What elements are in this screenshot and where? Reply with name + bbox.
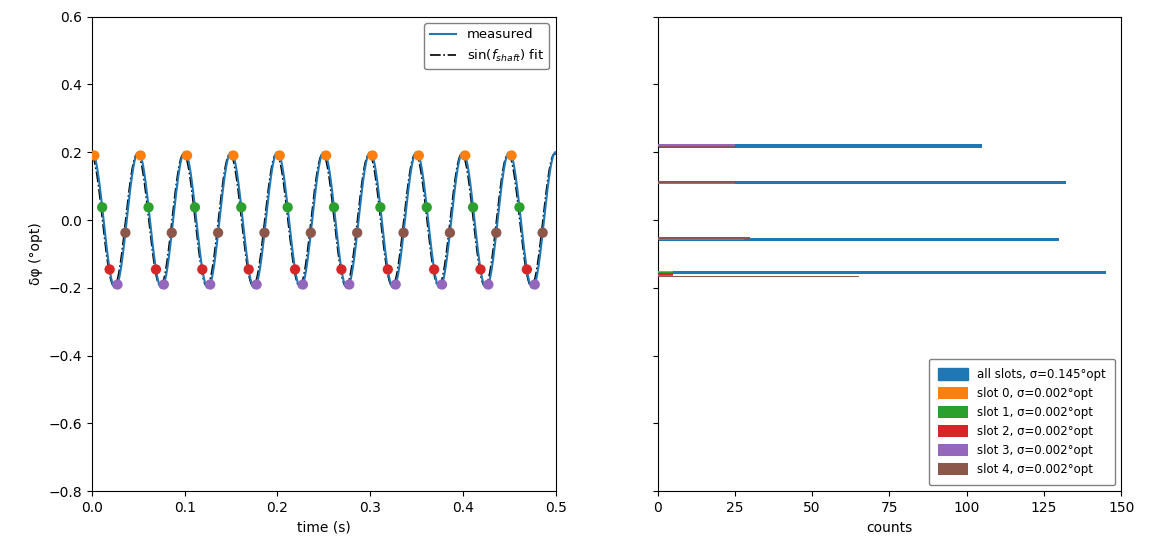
Point: [247, 280, 266, 289]
Point: [457, 151, 475, 160]
Point: [394, 229, 413, 237]
Point: [209, 229, 228, 237]
Point: [472, 265, 490, 274]
Point: [378, 265, 397, 274]
Point: [131, 151, 150, 160]
Point: [93, 203, 112, 212]
Point: [147, 265, 166, 274]
Point: [255, 229, 274, 237]
Bar: [658, 237, 750, 240]
Point: [108, 280, 126, 289]
Point: [186, 203, 205, 212]
Point: [286, 265, 305, 274]
Point: [301, 229, 320, 237]
Point: [201, 280, 220, 289]
Point: [363, 151, 382, 160]
Point: [293, 280, 312, 289]
Point: [239, 265, 258, 274]
X-axis label: counts: counts: [866, 521, 913, 534]
Point: [386, 280, 405, 289]
Y-axis label: δφ (°opt): δφ (°opt): [29, 222, 43, 285]
Point: [232, 203, 251, 212]
Bar: [658, 273, 673, 274]
Point: [324, 203, 343, 212]
Point: [432, 280, 451, 289]
Point: [270, 151, 289, 160]
Point: [534, 229, 552, 237]
Point: [463, 203, 482, 212]
Bar: [658, 181, 1066, 184]
Bar: [658, 238, 1059, 241]
Point: [154, 280, 172, 289]
Point: [511, 203, 529, 212]
Bar: [658, 239, 744, 240]
Bar: [658, 270, 673, 272]
Point: [417, 203, 436, 212]
Point: [503, 151, 521, 160]
Bar: [658, 271, 1106, 274]
Point: [85, 151, 104, 160]
Bar: [658, 144, 735, 146]
Point: [100, 265, 118, 274]
Point: [518, 265, 536, 274]
Point: [317, 151, 336, 160]
Bar: [658, 181, 735, 183]
Point: [139, 203, 158, 212]
Point: [480, 280, 498, 289]
Point: [178, 151, 197, 160]
Point: [278, 203, 297, 212]
Point: [426, 265, 444, 274]
Point: [488, 229, 506, 237]
Legend: all slots, σ=0.145°opt, slot 0, σ=0.002°opt, slot 1, σ=0.002°opt, slot 2, σ=0.00: all slots, σ=0.145°opt, slot 0, σ=0.002°…: [929, 359, 1116, 485]
Point: [332, 265, 351, 274]
Point: [116, 229, 135, 237]
Bar: [658, 146, 735, 147]
Point: [440, 229, 459, 237]
X-axis label: time (s): time (s): [297, 521, 351, 534]
Point: [409, 151, 428, 160]
Bar: [658, 145, 982, 148]
Point: [193, 265, 212, 274]
Bar: [658, 276, 859, 277]
Point: [162, 229, 181, 237]
Point: [526, 280, 544, 289]
Point: [348, 229, 367, 237]
Point: [371, 203, 390, 212]
Point: [340, 280, 359, 289]
Legend: measured, sin($f_{shaft}$) fit: measured, sin($f_{shaft}$) fit: [424, 23, 549, 70]
Bar: [658, 274, 673, 276]
Bar: [658, 183, 735, 184]
Point: [224, 151, 243, 160]
Bar: [658, 272, 673, 273]
